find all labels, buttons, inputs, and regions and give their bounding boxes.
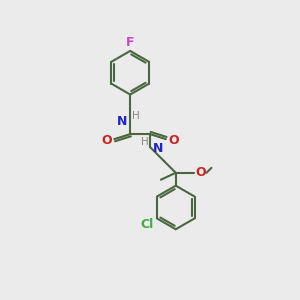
Text: O: O <box>169 134 179 147</box>
Text: Cl: Cl <box>140 218 154 231</box>
Text: O: O <box>195 166 206 179</box>
Text: H: H <box>132 111 140 121</box>
Text: N: N <box>153 142 163 154</box>
Text: O: O <box>101 134 112 147</box>
Text: F: F <box>126 35 134 49</box>
Text: N: N <box>117 115 128 128</box>
Text: H: H <box>141 137 149 147</box>
